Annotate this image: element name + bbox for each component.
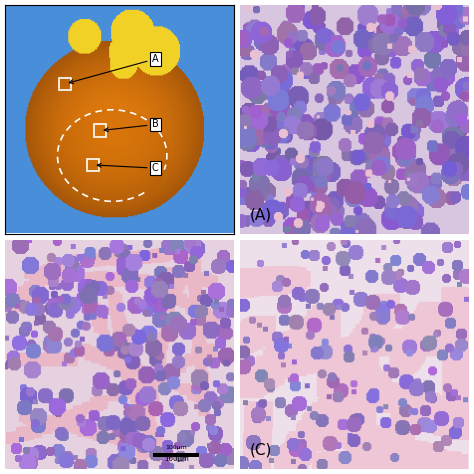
- Text: B: B: [104, 119, 159, 132]
- Text: 100μm: 100μm: [165, 445, 187, 450]
- Text: C: C: [97, 163, 159, 173]
- Text: 100μm: 100μm: [164, 456, 189, 463]
- Text: (C): (C): [250, 443, 272, 458]
- Bar: [59, 78, 72, 90]
- Bar: [94, 124, 106, 137]
- Bar: [87, 159, 99, 171]
- Text: A: A: [69, 54, 159, 83]
- Text: (A): (A): [250, 207, 272, 222]
- Bar: [154, 453, 199, 456]
